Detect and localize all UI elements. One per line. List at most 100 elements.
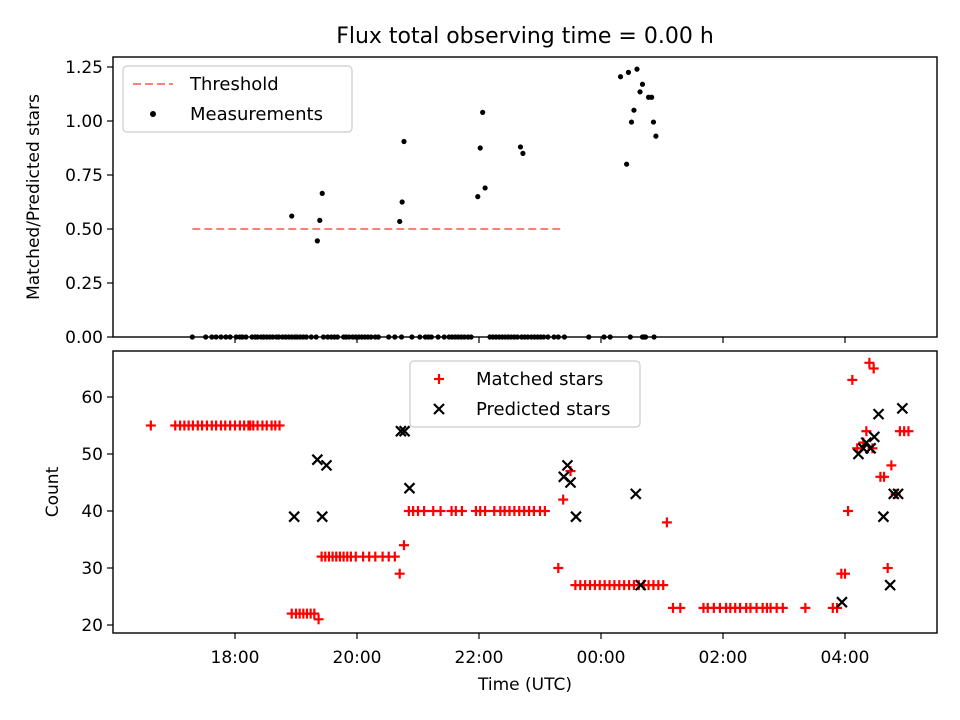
top-y-tick-label: 0.50 [65,220,103,240]
legend-measurements-swatch [150,111,156,117]
predicted-star-point [892,488,904,500]
measurement-point [317,217,323,223]
measurement-point [517,144,524,150]
legend-predicted-swatch [433,403,445,415]
measurement-point [639,81,646,87]
legend-threshold-label: Threshold [189,74,279,95]
x-axis-label: Time (UTC) [477,675,572,695]
bottom-plot-marks [145,357,914,625]
predicted-star-point [403,482,416,494]
bottom-axes: 20 30 40 50 60 18:00 20:00 22:00 00:00 02:00 04:0… [43,350,938,695]
matched-star-point [886,460,897,471]
measurement-point [289,213,295,219]
bottom-x-tick-label: 20:00 [333,648,382,668]
predicted-star-point [884,579,896,591]
measurement-point [624,161,630,167]
matched-star-point [861,426,872,437]
legend-predicted-label: Predicted stars [476,399,610,420]
legend-matched-swatch [434,374,444,384]
measurement-point [480,109,486,115]
predicted-star-point [320,459,333,472]
measurement-point [401,138,407,145]
bottom-x-tick-label: 18:00 [211,648,260,668]
top-legend-box [122,65,353,133]
predicted-star-point [629,488,642,500]
measurement-point [628,119,635,125]
measurement-point [653,133,659,139]
predicted-star-point [877,510,890,523]
bottom-x-tick-label: 00:00 [577,648,626,668]
bottom-y-ticks: 20 30 40 50 60 [81,388,113,636]
legend-measurements-label: Measurements [190,104,323,125]
predicted-star-point [395,425,407,437]
predicted-star-point [570,510,582,523]
matched-star-point [553,563,564,573]
top-y-tick-label: 0.00 [65,328,103,348]
matched-star-point [145,420,156,431]
matched-star-point [661,517,672,528]
top-y-axis-label: Matched/Predicted stars [24,94,44,300]
top-x-ticks [234,337,846,343]
bottom-x-tick-label: 22:00 [455,648,504,668]
measurement-point [650,119,657,125]
bottom-legend-box [409,360,641,428]
bottom-legend: Matched stars Predicted stars [409,360,641,428]
matched-star-point [389,551,400,562]
bottom-y-tick-label: 40 [81,502,103,522]
predicted-star-point [288,510,300,523]
matched-star-point [313,614,324,625]
matched-star-point [394,568,405,579]
predicted-star-point [564,476,577,489]
predicted-star-point [868,431,881,443]
measurement-point [617,74,624,80]
matched-star-point [558,494,569,505]
matched-star-point [675,602,686,613]
predicted-star-point [398,425,411,437]
bottom-y-tick-label: 30 [81,559,103,579]
measurement-point [637,89,643,95]
top-y-tick-label: 1.25 [65,58,103,78]
top-axes-frame [112,56,938,338]
measurement-point [475,194,481,200]
measurement-point [634,66,640,72]
matched-star-point [539,506,550,516]
matched-star-point [274,420,285,431]
matched-star-point [864,357,875,368]
matched-star-point [658,580,669,591]
measurement-point [520,150,526,156]
bottom-axes-frame [112,350,938,634]
predicted-star-point [311,453,324,466]
measurement-point [314,238,320,244]
predicted-star-point [561,459,574,472]
top-legend: Threshold Measurements [122,65,353,133]
measurement-point [397,218,403,225]
predicted-star-point [634,579,647,591]
matched-star-point [309,608,320,619]
predicted-star-point [888,488,900,500]
top-y-tick-label: 1.00 [65,112,103,132]
matched-star-point [800,602,811,613]
bottom-x-ticks: 18:00 20:00 22:00 00:00 02:00 04:00 [211,633,870,668]
matched-star-point [480,506,491,516]
measurement-point [399,199,405,205]
figure-title: Flux total observing time = 0.00 h [336,24,714,49]
predicted-star-point [896,402,909,415]
measurement-point [477,145,483,151]
matched-star-point [777,602,788,613]
measurement-point [649,94,655,100]
predicted-star-point [836,596,848,608]
bottom-y-axis-label: Count [43,466,63,517]
measurement-point [631,107,637,113]
bottom-x-tick-label: 02:00 [699,648,748,668]
legend-matched-label: Matched stars [476,369,603,390]
bottom-x-tick-label: 04:00 [821,648,870,668]
matched-star-point [456,506,467,516]
bottom-y-tick-label: 60 [81,388,103,408]
predicted-star-point [872,408,885,420]
top-y-tick-label: 0.25 [65,274,103,294]
predicted-star-point [864,442,877,455]
measurement-point [482,185,488,191]
matched-star-point [832,602,843,613]
matched-star-point [903,426,914,437]
